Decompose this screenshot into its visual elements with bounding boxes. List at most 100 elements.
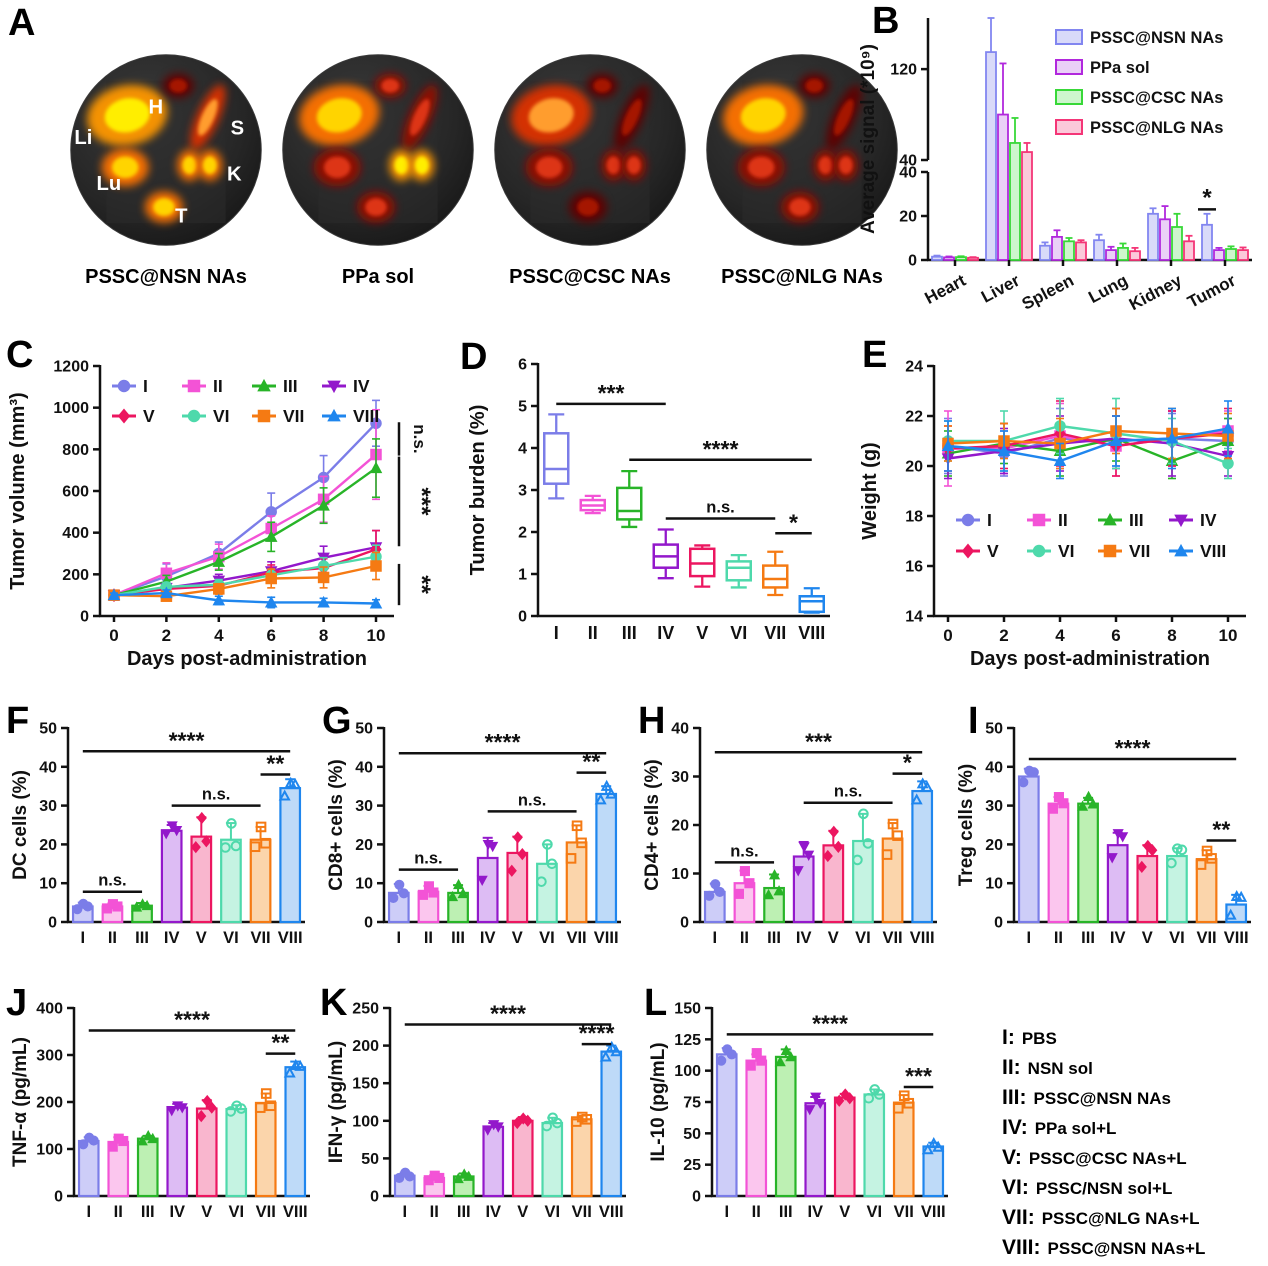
svg-text:18: 18 [905,509,923,526]
svg-text:6: 6 [518,357,527,374]
svg-text:PSSC@NSN NAs: PSSC@NSN NAs [1090,29,1223,47]
svg-text:24: 24 [905,359,923,376]
svg-text:200: 200 [62,567,89,584]
panel-j-label: J [6,982,28,1024]
svg-text:0: 0 [680,915,689,932]
svg-text:n.s.: n.s. [518,791,546,809]
svg-text:16: 16 [905,559,923,576]
svg-text:III: III [1081,929,1095,947]
group-name: PSSC@CSC NAs+L [1028,1149,1187,1168]
group-key-item: III PSSC@NSN NAs [1002,1086,1205,1110]
svg-text:II: II [740,929,749,947]
svg-text:20: 20 [905,459,923,476]
svg-text:1000: 1000 [53,400,89,417]
svg-text:VII: VII [1196,929,1216,947]
svg-text:II: II [1058,510,1068,530]
group-name: PSSC/NSN sol+L [1035,1179,1173,1198]
svg-text:n.s.: n.s. [834,783,862,801]
svg-text:III: III [1129,510,1144,530]
svg-text:Weight (g): Weight (g) [859,442,881,539]
svg-text:***: *** [905,1063,932,1089]
svg-text:III: III [135,929,149,947]
svg-text:I: I [402,1203,407,1221]
svg-text:V: V [512,929,523,947]
svg-text:I: I [86,1203,91,1221]
svg-text:IV: IV [480,929,496,947]
svg-text:IV: IV [1110,929,1126,947]
svg-text:I: I [1027,929,1032,947]
svg-text:****: **** [490,1001,526,1027]
svg-text:I: I [987,510,992,530]
svg-text:0: 0 [109,626,118,645]
svg-text:2: 2 [162,626,171,645]
svg-text:****: **** [485,729,521,755]
svg-text:20: 20 [355,837,373,854]
svg-text:V: V [143,406,155,426]
svg-text:40: 40 [355,759,373,776]
svg-text:40: 40 [985,759,1003,776]
svg-text:**: ** [1212,817,1230,843]
svg-text:III: III [451,929,465,947]
panel-g-label: G [322,700,352,742]
dish-caption: PSSC@NLG NAs [721,266,883,288]
svg-text:PSSC@NLG NAs: PSSC@NLG NAs [1090,119,1223,137]
svg-text:VIII: VIII [353,406,379,426]
svg-text:VI: VI [223,929,239,947]
svg-text:150: 150 [674,1001,701,1018]
svg-text:40: 40 [899,165,917,182]
svg-text:II: II [114,1203,123,1221]
organ-dish-image [494,54,686,246]
svg-text:III: III [767,929,781,947]
svg-text:*: * [1202,184,1212,211]
svg-text:V: V [517,1203,528,1221]
svg-text:II: II [430,1203,439,1221]
svg-text:VII: VII [256,1203,276,1221]
svg-text:VIII: VIII [1224,929,1249,947]
svg-text:****: **** [169,727,205,753]
svg-text:n.s.: n.s. [410,424,429,453]
svg-text:V: V [1142,929,1153,947]
svg-text:8: 8 [1167,626,1176,645]
svg-text:6: 6 [1111,626,1120,645]
svg-text:VI: VI [228,1203,244,1221]
group-key-item: VIII PSSC@NSN NAs+L [1002,1236,1205,1260]
dish-pssc-csc: PSSC@CSC NAs [488,44,692,289]
svg-text:4: 4 [1055,626,1065,645]
svg-text:DC cells (%): DC cells (%) [10,770,31,880]
svg-text:PSSC@CSC NAs: PSSC@CSC NAs [1090,89,1223,107]
svg-text:IV: IV [807,1203,823,1221]
dish-pssc-nlg: PSSC@NLG NAs [700,44,904,289]
svg-text:II: II [588,623,598,643]
svg-text:**: ** [408,575,435,594]
svg-text:10: 10 [355,876,373,893]
group-numeral: I [1002,1026,1015,1050]
svg-text:VI: VI [855,929,871,947]
svg-text:CD8+ cells (%): CD8+ cells (%) [326,759,347,890]
svg-text:*: * [789,509,798,535]
group-key-item: V PSSC@CSC NAs+L [1002,1146,1205,1170]
group-key-item: I PBS [1002,1026,1205,1050]
panel-l-label: L [644,982,668,1024]
svg-text:IFN-γ (pg/mL): IFN-γ (pg/mL) [326,1041,347,1163]
svg-text:II: II [108,929,117,947]
svg-text:40: 40 [39,759,57,776]
svg-text:VIII: VIII [910,929,935,947]
svg-text:Lung: Lung [1085,271,1131,307]
svg-text:400: 400 [36,1001,63,1018]
svg-text:VI: VI [544,1203,560,1221]
svg-text:VII: VII [250,929,270,947]
svg-text:20: 20 [671,818,689,835]
group-numeral: V [1002,1146,1022,1170]
svg-text:CD4+ cells (%): CD4+ cells (%) [642,759,663,890]
svg-text:0: 0 [943,626,952,645]
svg-text:0: 0 [54,1189,63,1206]
svg-text:0: 0 [692,1189,701,1206]
svg-text:II: II [213,376,223,396]
svg-text:Heart: Heart [922,271,970,308]
svg-text:****: **** [812,1010,848,1036]
dish-pssc-nsn: Li H S Lu K T PSSC@NSN NAs [64,44,268,289]
group-numeral: VII [1002,1206,1035,1230]
